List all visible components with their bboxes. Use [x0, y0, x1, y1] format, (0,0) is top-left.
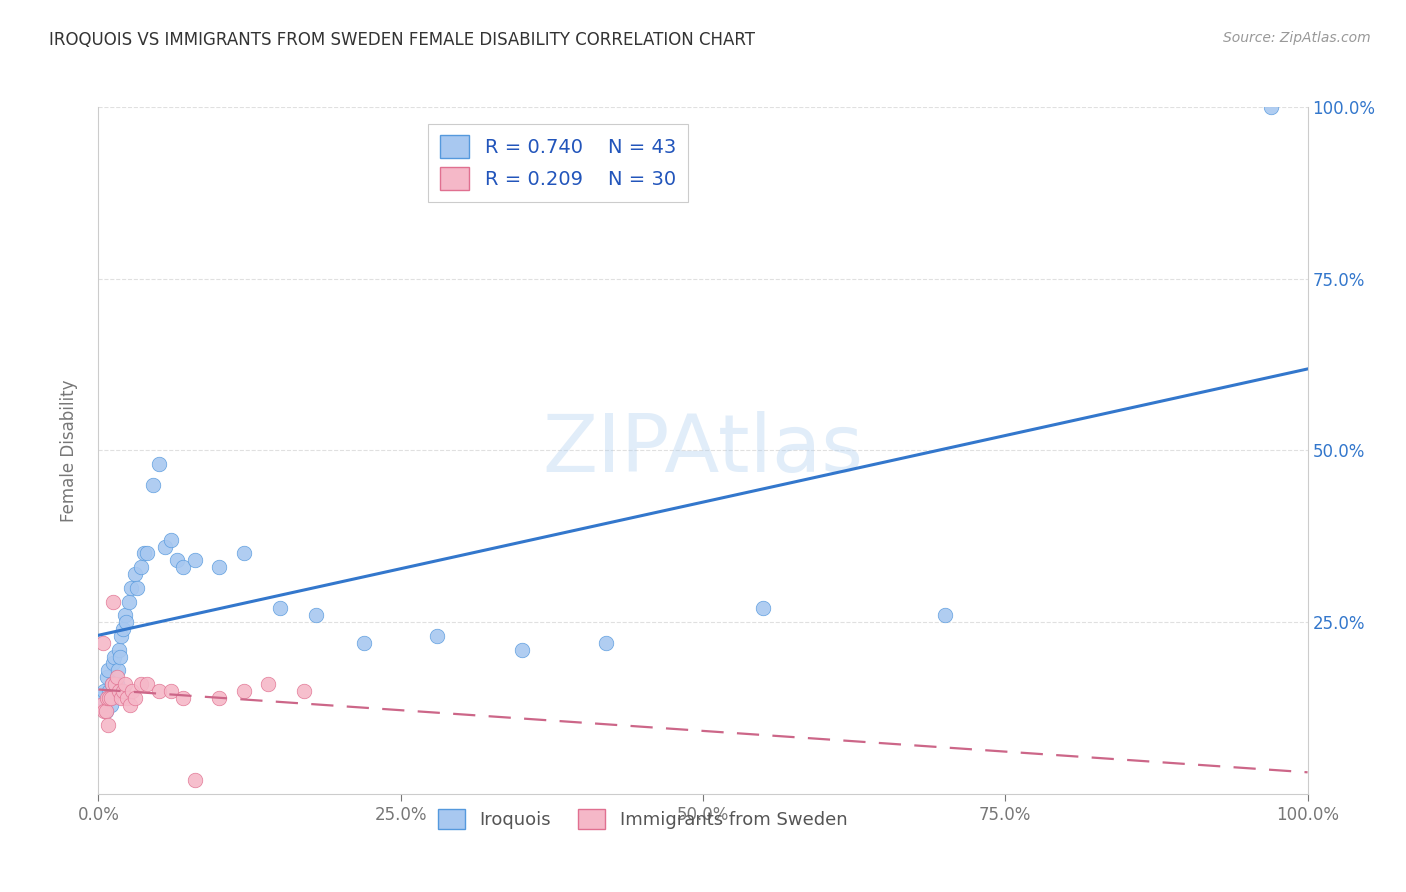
Point: [111, 622, 134, 636]
Point: [105, 670, 128, 684]
Point: [124, 567, 146, 582]
Point: [105, 677, 128, 691]
Point: [100, 677, 122, 691]
Point: [93, 705, 115, 719]
Point: [172, 560, 194, 574]
Point: [1260, 100, 1282, 114]
Text: Source: ZipAtlas.com: Source: ZipAtlas.com: [1223, 31, 1371, 45]
Point: [256, 677, 278, 691]
Point: [232, 546, 254, 561]
Point: [111, 683, 134, 698]
Point: [127, 581, 149, 595]
Point: [117, 690, 139, 705]
Point: [101, 594, 124, 608]
Point: [93, 683, 115, 698]
Point: [269, 601, 291, 615]
Point: [98, 690, 121, 705]
Y-axis label: Female Disability: Female Disability: [59, 379, 77, 522]
Point: [107, 663, 129, 677]
Point: [184, 553, 207, 567]
Point: [160, 683, 183, 698]
Point: [129, 560, 152, 574]
Point: [96, 690, 118, 705]
Point: [114, 677, 136, 691]
Legend: Iroquois, Immigrants from Sweden: Iroquois, Immigrants from Sweden: [430, 802, 855, 837]
Point: [115, 615, 138, 630]
Point: [129, 677, 152, 691]
Point: [101, 657, 124, 671]
Point: [752, 601, 775, 615]
Point: [108, 649, 131, 664]
Point: [172, 690, 194, 705]
Point: [160, 533, 183, 547]
Point: [184, 773, 207, 788]
Point: [118, 698, 141, 712]
Point: [353, 636, 375, 650]
Point: [103, 649, 125, 664]
Point: [100, 677, 122, 691]
Point: [121, 683, 143, 698]
Point: [232, 683, 254, 698]
Point: [595, 636, 617, 650]
Point: [510, 642, 533, 657]
Point: [91, 690, 114, 705]
Point: [142, 478, 165, 492]
Point: [135, 546, 157, 561]
Point: [100, 698, 122, 712]
Point: [110, 690, 132, 705]
Point: [135, 677, 157, 691]
Point: [120, 581, 142, 595]
Point: [97, 663, 120, 677]
Point: [100, 690, 122, 705]
Point: [97, 718, 120, 732]
Point: [292, 683, 315, 698]
Text: IROQUOIS VS IMMIGRANTS FROM SWEDEN FEMALE DISABILITY CORRELATION CHART: IROQUOIS VS IMMIGRANTS FROM SWEDEN FEMAL…: [49, 31, 755, 49]
Point: [166, 553, 188, 567]
Point: [114, 608, 136, 623]
Point: [148, 457, 170, 471]
Point: [305, 608, 328, 623]
Point: [90, 698, 112, 712]
Point: [934, 608, 956, 623]
Point: [153, 540, 176, 554]
Point: [148, 683, 170, 698]
Point: [94, 705, 117, 719]
Point: [426, 629, 449, 643]
Point: [104, 677, 127, 691]
Point: [124, 690, 146, 705]
Point: [110, 629, 132, 643]
Point: [134, 546, 156, 561]
Point: [208, 560, 231, 574]
Point: [91, 636, 114, 650]
Point: [98, 683, 121, 698]
Point: [108, 642, 131, 657]
Point: [94, 705, 117, 719]
Text: ZIPAtlas: ZIPAtlas: [543, 411, 863, 490]
Point: [118, 594, 141, 608]
Point: [208, 690, 231, 705]
Point: [96, 670, 118, 684]
Point: [108, 683, 131, 698]
